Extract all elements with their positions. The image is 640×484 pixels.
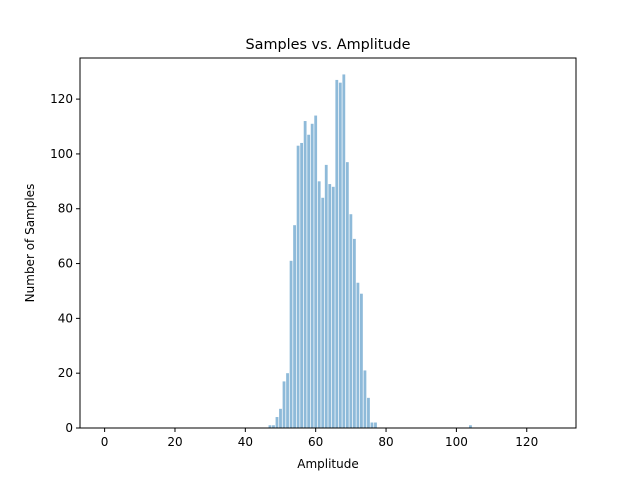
bar (324, 164, 328, 428)
bar (321, 197, 325, 428)
y-tick-label: 100 (50, 147, 73, 161)
bar (286, 373, 289, 428)
bar (314, 115, 318, 428)
bar (360, 293, 363, 428)
bar (289, 260, 293, 428)
bar (374, 422, 377, 428)
y-tick-label: 120 (50, 92, 73, 106)
bar (331, 186, 335, 428)
x-tick-label: 100 (445, 435, 468, 449)
bar (352, 238, 356, 428)
bar (356, 282, 360, 428)
x-tick-label: 40 (238, 435, 253, 449)
y-tick-label: 20 (58, 366, 73, 380)
bar (345, 162, 349, 428)
chart-title: Samples vs. Amplitude (246, 37, 411, 53)
bar (469, 425, 472, 428)
plot-frame (79, 57, 577, 429)
bar (338, 82, 342, 429)
bar (275, 417, 279, 428)
y-tick-label: 80 (58, 202, 73, 216)
bar (300, 142, 304, 428)
bars-layer (268, 74, 472, 429)
bar (349, 214, 353, 428)
x-tick-label: 120 (515, 435, 538, 449)
y-axis-label: Number of Samples (23, 184, 37, 303)
x-tick-label: 60 (308, 435, 323, 449)
bar (342, 74, 346, 428)
bar (307, 134, 311, 429)
bar (268, 425, 272, 428)
x-tick-label: 80 (378, 435, 393, 449)
y-tick-label: 60 (58, 257, 73, 271)
x-tick-label: 20 (167, 435, 182, 449)
y-tick-label: 0 (65, 421, 73, 435)
bar (282, 381, 286, 428)
y-tick-label: 40 (58, 311, 73, 325)
bar (310, 123, 314, 428)
bar (370, 422, 374, 428)
bar (328, 184, 332, 428)
bar (296, 145, 300, 428)
y-axis-ticks: 0 20 40 60 80 100 120 (50, 92, 80, 435)
bar (317, 181, 321, 428)
bar (303, 121, 307, 428)
x-axis-label: Amplitude (297, 457, 359, 471)
x-axis-ticks: 0 20 40 60 80 100 120 (101, 428, 538, 449)
bar (293, 225, 296, 428)
bar (335, 79, 339, 429)
bar (279, 408, 282, 428)
bar (272, 425, 275, 428)
x-tick-label: 0 (101, 435, 109, 449)
bar (367, 397, 370, 428)
bar (363, 370, 367, 428)
